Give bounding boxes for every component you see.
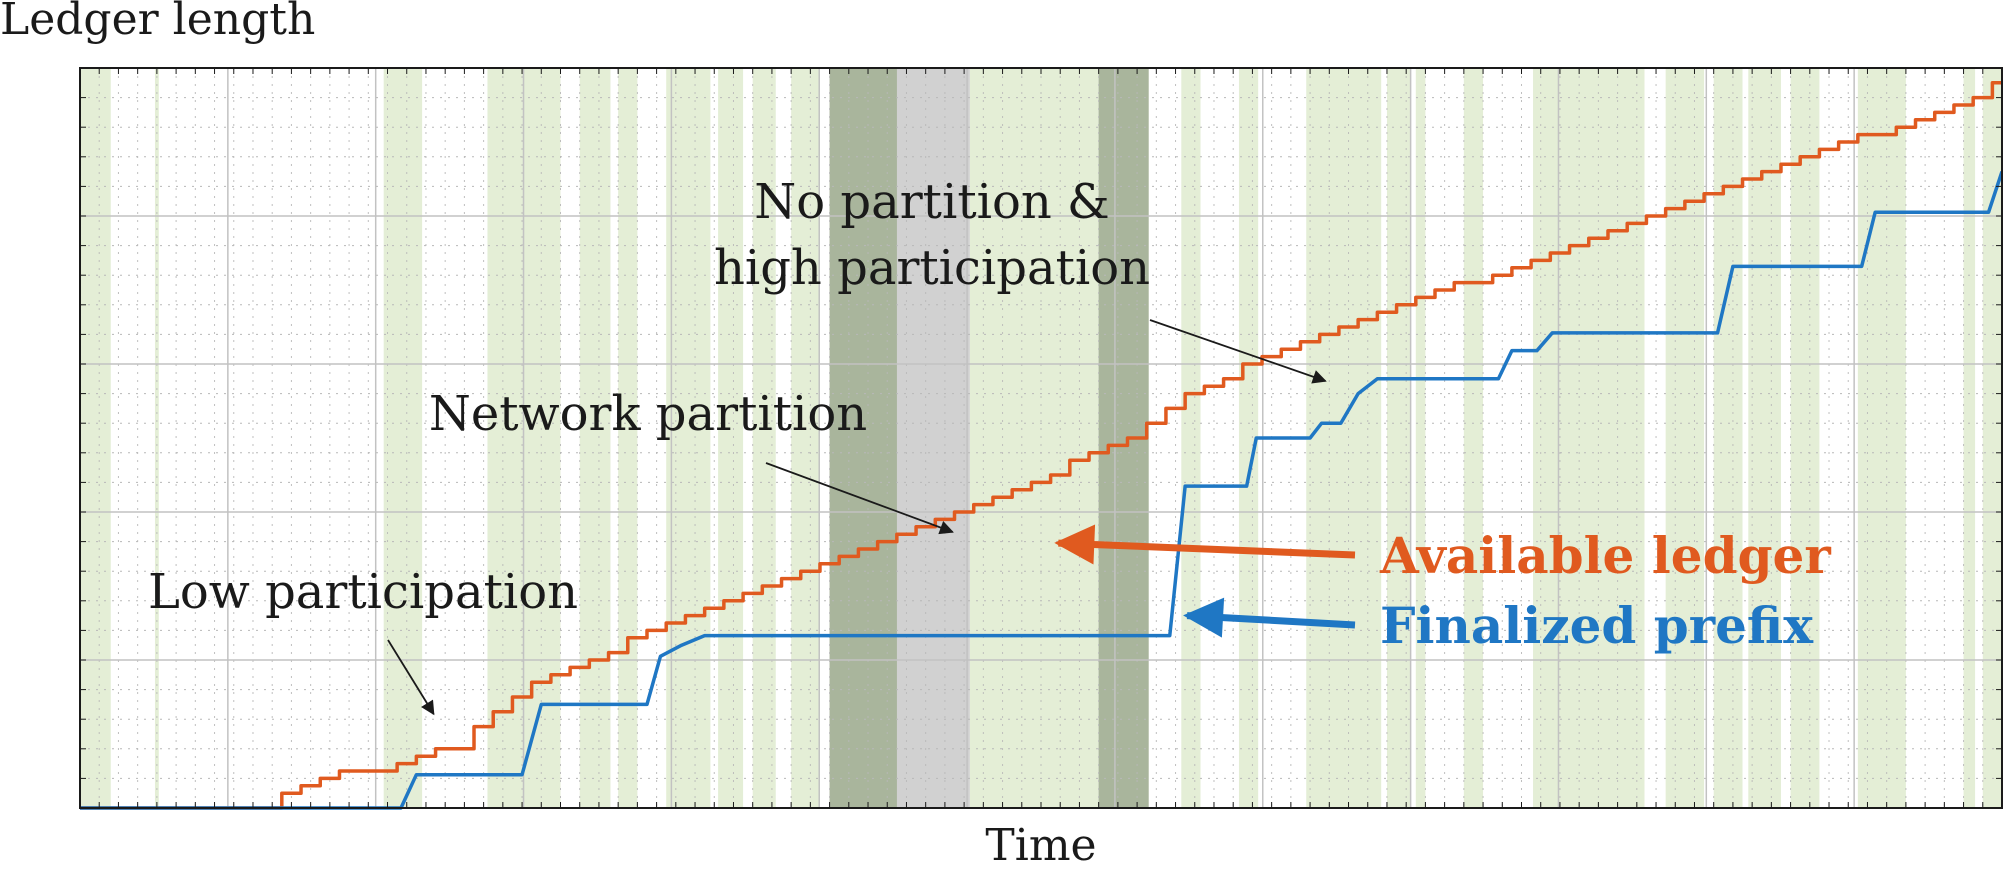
legend: Available ledger Finalized prefix <box>1054 524 1831 655</box>
grid <box>80 68 2002 808</box>
high-participation-band <box>1463 68 1484 808</box>
series-lines <box>80 81 2003 810</box>
high-participation-band <box>1963 68 1976 808</box>
legend-arrow <box>1183 597 1356 638</box>
high-participation-band <box>752 68 776 808</box>
legend-arrow <box>1054 524 1356 565</box>
x-axis-label: Time <box>985 820 1096 867</box>
annotations: Low participation Network partition No par… <box>148 174 1327 716</box>
legend-available-ledger: Available ledger <box>1379 526 1831 585</box>
annotation-line: high participation <box>714 240 1150 296</box>
high-participation-band <box>718 68 744 808</box>
high-participation-band <box>1982 68 2002 808</box>
annotation-arrow-net <box>765 462 954 535</box>
available-ledger-line <box>80 81 2002 810</box>
high-participation-band <box>1386 68 1411 808</box>
overlap-band <box>829 68 897 808</box>
annotation-arrow-low <box>387 639 435 716</box>
high-participation-band <box>80 68 111 808</box>
high-participation-band <box>1665 68 1705 808</box>
finalized-prefix-line <box>80 171 2003 810</box>
high-participation-band <box>1415 68 1426 808</box>
high-participation-band <box>1238 68 1259 808</box>
annotation-low: Low participation <box>148 564 578 620</box>
high-participation-band <box>1533 68 1645 808</box>
high-participation-band <box>1857 68 1906 808</box>
high-participation-band <box>1181 68 1201 808</box>
high-participation-band <box>969 68 1099 808</box>
plot-frame <box>79 67 2003 809</box>
annotation-net: Network partition <box>429 386 867 442</box>
annotation-arrow-hp <box>1149 319 1327 384</box>
annotation-hp: No partition & high participation <box>714 174 1150 296</box>
high-participation-band <box>1306 68 1382 808</box>
high-participation-band <box>791 68 820 808</box>
annotation-line: No partition & <box>754 174 1110 230</box>
high-participation-band <box>618 68 638 808</box>
y-axis-label: Ledger length <box>0 0 315 45</box>
high-participation-band <box>666 68 711 808</box>
annotation-line: Low participation <box>148 564 578 620</box>
legend-finalized-prefix: Finalized prefix <box>1380 596 1814 655</box>
high-participation-band <box>579 68 611 808</box>
annotation-line: Network partition <box>429 386 867 442</box>
high-participation-band <box>1748 68 1781 808</box>
high-participation-band <box>1790 68 1820 808</box>
high-participation-band <box>383 68 423 808</box>
high-participation-band <box>1713 68 1743 808</box>
